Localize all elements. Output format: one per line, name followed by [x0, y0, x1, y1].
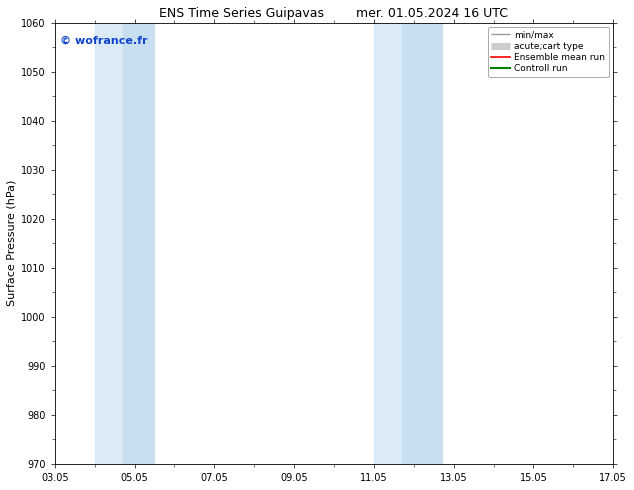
Bar [122, 23, 155, 464]
Title: ENS Time Series Guipavas        mer. 01.05.2024 16 UTC: ENS Time Series Guipavas mer. 01.05.2024… [160, 7, 508, 20]
Text: © wofrance.fr: © wofrance.fr [60, 36, 148, 46]
Y-axis label: Surface Pressure (hPa): Surface Pressure (hPa) [7, 180, 17, 306]
Bar [374, 23, 402, 464]
Bar [402, 23, 442, 464]
Legend: min/max, acute;cart type, Ensemble mean run, Controll run: min/max, acute;cart type, Ensemble mean … [488, 27, 609, 77]
Bar [94, 23, 122, 464]
